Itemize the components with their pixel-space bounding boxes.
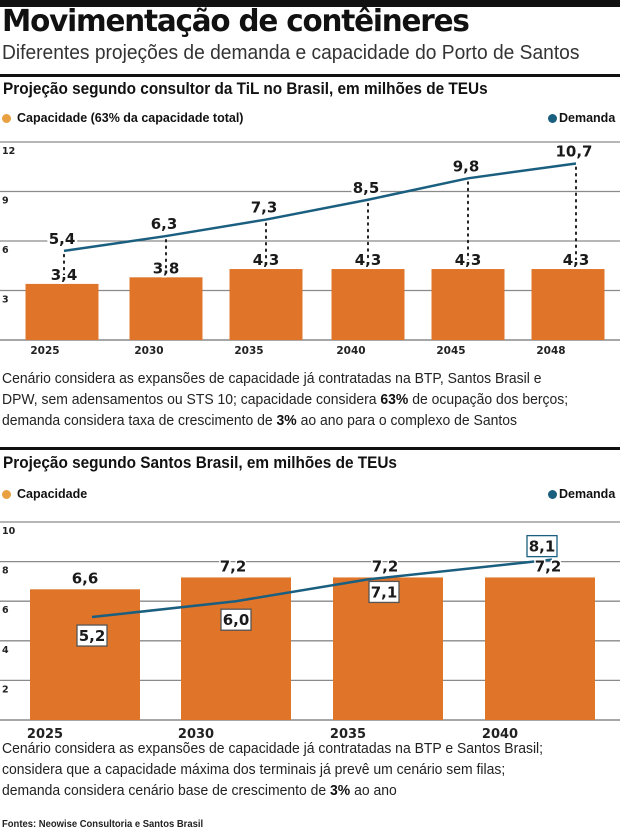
capacity-bar: [30, 589, 140, 720]
note-text: de ocupação dos berços;: [408, 391, 569, 408]
demand-value-label: 9,8: [453, 157, 480, 175]
x-tick-label: 2035: [330, 727, 366, 742]
y-tick-label: 3: [2, 295, 9, 306]
x-tick-label: 2030: [178, 727, 214, 742]
chart1-title: Projeção segundo consultor da TiL no Bra…: [3, 80, 488, 98]
capacity-value-label: 6,6: [72, 569, 99, 587]
source-credit: Fontes: Neowise Consultoria e Santos Bra…: [2, 818, 204, 830]
note-text: considera que a capacidade máxima dos te…: [2, 761, 506, 778]
capacity-value-label: 4,3: [253, 251, 280, 269]
y-tick-label: 6: [2, 245, 9, 256]
demand-legend-dot-icon: [548, 489, 557, 499]
chart2-legend-capacity: Capacidade: [2, 487, 87, 501]
note-highlight: 3%: [276, 412, 297, 429]
capacity-bar: [485, 577, 595, 720]
y-tick-label: 6: [2, 605, 9, 616]
chart1-legend-demand: Demanda: [548, 111, 615, 125]
demand-value-label: 7,1: [371, 583, 398, 601]
capacity-bar: [181, 577, 291, 720]
section-divider: [0, 447, 620, 450]
demand-legend-dot-icon: [548, 113, 557, 123]
note-text: Cenário considera as expansões de capaci…: [2, 740, 544, 757]
chart1-legend-demand-label: Demanda: [559, 111, 616, 125]
capacity-bar: [229, 269, 303, 340]
chart1-plot: 3 6 9 12 2025 2030 2035 2040 2045 2048 3,4 5,4 3,8 6,…: [0, 140, 620, 357]
demand-value-label: 7,3: [251, 199, 278, 217]
y-tick-label: 4: [2, 645, 9, 656]
note-text: Cenário considera as expansões de capaci…: [2, 370, 542, 387]
chart2-legend-demand: Demanda: [548, 487, 615, 501]
x-tick-label: 2025: [30, 345, 59, 357]
capacity-value-label: 7,2: [220, 557, 247, 575]
demand-value-label: 6,3: [151, 215, 178, 233]
demand-value-label: 5,4: [49, 230, 76, 248]
chart2-legend-demand-label: Demanda: [559, 487, 616, 501]
chart1-note: Cenário considera as expansões de capaci…: [2, 368, 577, 431]
demand-label-box: [368, 580, 400, 604]
top-rule: [0, 0, 620, 7]
capacity-value-label: 7,2: [372, 557, 399, 575]
y-tick-label: 10: [2, 526, 16, 537]
chart1-legend-capacity: Capacidade (63% da capacidade total): [2, 111, 243, 125]
demand-value-label: 10,7: [555, 142, 592, 160]
chart2-note: Cenário considera as expansões de capaci…: [2, 738, 577, 801]
capacity-value-label: 3,4: [51, 266, 78, 284]
capacity-value-label: 4,3: [563, 251, 590, 269]
x-tick-label: 2040: [482, 727, 518, 742]
note-highlight: 63%: [380, 391, 409, 408]
capacity-value-label: 7,2: [535, 557, 562, 575]
note-text: demanda considera taxa de crescimento de: [2, 412, 277, 429]
capacity-bar: [531, 269, 605, 340]
note-text: DPW, sem adensamentos ou STS 10; capacid…: [2, 391, 381, 408]
capacity-bar: [25, 283, 99, 340]
y-tick-label: 8: [2, 566, 9, 577]
note-text: demanda considera cenário base de cresci…: [2, 782, 331, 799]
section-divider: [0, 74, 620, 77]
capacity-value-label: 4,3: [455, 251, 482, 269]
demand-line: [63, 162, 577, 253]
demand-line: [91, 558, 553, 619]
x-tick-label: 2030: [134, 345, 163, 357]
demand-label-box: [76, 624, 108, 647]
capacity-legend-dot-icon: [2, 489, 11, 499]
capacity-legend-dot-icon: [2, 113, 11, 123]
x-tick-label: 2025: [27, 727, 63, 742]
capacity-bar: [129, 277, 203, 340]
demand-value-label: 6,0: [223, 611, 250, 629]
chart2-plot: 2 4 6 8 10 2025 2030 2035 2040 6,6 5,2 7,2 6,0 7,2 7,1…: [0, 521, 620, 742]
demand-label-box: [526, 534, 558, 558]
x-tick-label: 2048: [536, 345, 565, 357]
x-tick-label: 2035: [234, 345, 263, 357]
page-subtitle: Diferentes projeções de demanda e capaci…: [2, 42, 580, 64]
chart2-title: Projeção segundo Santos Brasil, em milhõ…: [3, 454, 397, 472]
note-text: ao ano para o complexo de Santos: [296, 412, 517, 429]
capacity-bar: [331, 269, 405, 340]
page-title: Movimentação de contêineres: [2, 4, 470, 39]
chart1-legend-capacity-label: Capacidade (63% da capacidade total): [17, 111, 244, 125]
demand-value-label: 8,1: [529, 538, 556, 556]
note-highlight: 3%: [330, 782, 351, 799]
capacity-value-label: 4,3: [355, 251, 382, 269]
demand-value-label: 5,2: [79, 627, 106, 645]
chart2-legend-capacity-label: Capacidade: [17, 487, 88, 501]
y-tick-label: 12: [2, 146, 15, 157]
demand-value-label: 8,5: [353, 179, 380, 197]
capacity-value-label: 3,8: [153, 259, 180, 277]
x-tick-label: 2045: [436, 345, 465, 357]
demand-label-box: [220, 608, 252, 631]
capacity-bar: [431, 269, 505, 340]
y-tick-label: 2: [2, 684, 9, 695]
y-tick-label: 9: [2, 196, 9, 207]
note-text: ao ano: [350, 782, 397, 799]
x-tick-label: 2040: [336, 345, 365, 357]
